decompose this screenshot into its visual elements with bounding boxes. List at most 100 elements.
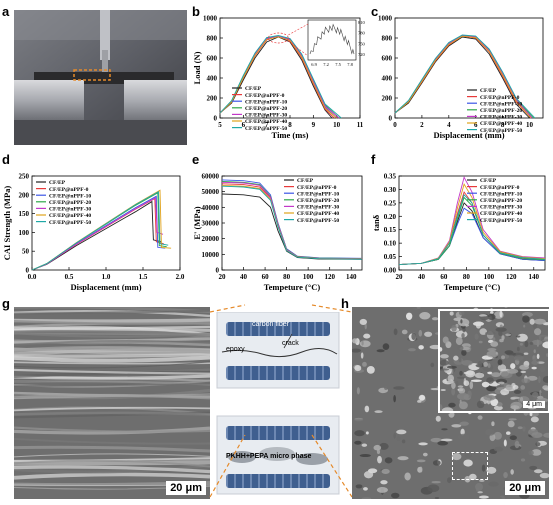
legend-label: CF/EP@nPPF-30	[480, 205, 522, 211]
sem-particle	[448, 402, 456, 408]
legend-label: CF/EP@nPPF-50	[480, 218, 522, 224]
panel-label-g: g	[2, 296, 10, 311]
legend-label: CF/EP@nPPF-10	[245, 99, 287, 105]
x-tick-label: 100	[303, 273, 314, 281]
x-tick-label: 0.5	[65, 273, 74, 281]
sem-particle	[510, 396, 520, 400]
x-tick-label: 2.0	[176, 273, 185, 281]
series-line	[221, 185, 363, 260]
scalebar-h-inset-label: 4 μm	[526, 401, 542, 408]
sem-particle	[519, 397, 524, 402]
sem-particle	[418, 394, 426, 401]
sem-streak	[14, 411, 210, 416]
sem-particle	[524, 340, 529, 348]
sem-particle	[508, 418, 517, 421]
plot-frame	[394, 17, 544, 119]
sem-streak	[14, 459, 210, 468]
sem-particle	[510, 363, 516, 370]
sem-particle	[506, 368, 519, 374]
scalebar-h: 20 μm	[505, 481, 545, 495]
y-tick-label: 600	[382, 55, 393, 63]
sem-particle	[354, 364, 362, 372]
series-line	[394, 34, 536, 119]
sem-streak	[14, 426, 210, 435]
sem-particle	[536, 361, 545, 364]
sem-particle	[447, 477, 452, 484]
sem-particle	[528, 450, 534, 456]
series-line	[31, 191, 169, 271]
sem-particle	[460, 428, 465, 436]
legend-label: CF/EP@nPPF-20	[297, 198, 339, 204]
sem-particle	[457, 392, 469, 400]
legend-label: CF/EP@nPPF-40	[480, 121, 522, 127]
sem-particle	[461, 349, 467, 356]
legend-label: CF/EP	[245, 86, 262, 92]
sem-particle	[469, 473, 477, 481]
micro-phase-label: PKHH+PEPA micro phase	[226, 453, 312, 460]
sem-particle	[515, 335, 521, 338]
sem-particle	[539, 335, 542, 341]
sem-particle	[531, 339, 543, 345]
sem-particle	[506, 431, 511, 435]
y-tick-label: 0	[216, 267, 220, 275]
sem-particle	[376, 349, 385, 353]
sem-streak	[14, 318, 210, 323]
sem-particle	[529, 341, 534, 345]
sem-particle	[503, 471, 508, 479]
y-tick-label: 150	[19, 210, 30, 218]
sem-particle	[396, 429, 407, 435]
sem-streak	[14, 472, 210, 480]
sem-particle	[517, 426, 523, 430]
sem-particle	[376, 486, 388, 493]
sem-particle	[539, 390, 542, 396]
sem-streak	[14, 319, 210, 325]
sem-streak	[14, 406, 210, 412]
x-tick-label: 10	[526, 121, 534, 129]
sem-particle	[499, 311, 503, 318]
x-tick-label: 11	[357, 121, 364, 129]
sem-particle	[458, 311, 465, 316]
sem-particle	[397, 456, 409, 461]
scalebar-g: 20 μm	[166, 481, 206, 495]
legend-label: CF/EP@nPPF-0	[49, 187, 89, 193]
sem-particle	[416, 307, 421, 309]
y-tick-label: 800	[207, 35, 218, 43]
sem-particle	[463, 459, 473, 467]
sem-particle	[486, 350, 499, 358]
y-tick-label: 50000	[202, 188, 220, 196]
scalebar-g-label: 20 μm	[170, 482, 202, 494]
sem-particle	[417, 399, 422, 403]
sem-particle	[497, 359, 503, 366]
sem-particle	[442, 336, 449, 344]
sem-particle	[427, 484, 440, 493]
panel-label-e: e	[192, 152, 200, 167]
sem-particle	[456, 376, 465, 379]
zoom-ellipse	[267, 32, 289, 44]
x-tick-label: 8	[288, 121, 292, 129]
sem-particle	[522, 315, 530, 323]
sem-streak	[14, 309, 210, 318]
crack-label: crack	[282, 340, 299, 347]
sem-particle	[396, 436, 401, 442]
sem-particle	[440, 347, 443, 352]
y-tick-label: 250	[19, 173, 30, 181]
legend-label: CF/EP@nPPF-20	[480, 108, 522, 114]
sem-particle	[476, 400, 485, 409]
sem-particle	[522, 426, 526, 432]
legend-label: CF/EP@nPPF-30	[480, 115, 522, 121]
x-tick-label: 20	[396, 273, 404, 281]
sem-particle	[527, 375, 538, 381]
y-tick-label: 0.10	[384, 240, 397, 248]
sem-particle	[353, 418, 364, 422]
zoom-box	[452, 452, 488, 480]
sem-particle	[486, 377, 494, 384]
sem-particle	[458, 401, 468, 410]
sem-particle	[354, 430, 365, 437]
sem-particle	[355, 484, 363, 489]
sem-streak	[14, 326, 210, 332]
y-tick-label: 400	[207, 75, 218, 83]
y-tick-label: 200	[207, 95, 218, 103]
sem-particle	[380, 480, 388, 485]
sem-particle	[474, 333, 479, 340]
sem-particle	[520, 458, 526, 462]
